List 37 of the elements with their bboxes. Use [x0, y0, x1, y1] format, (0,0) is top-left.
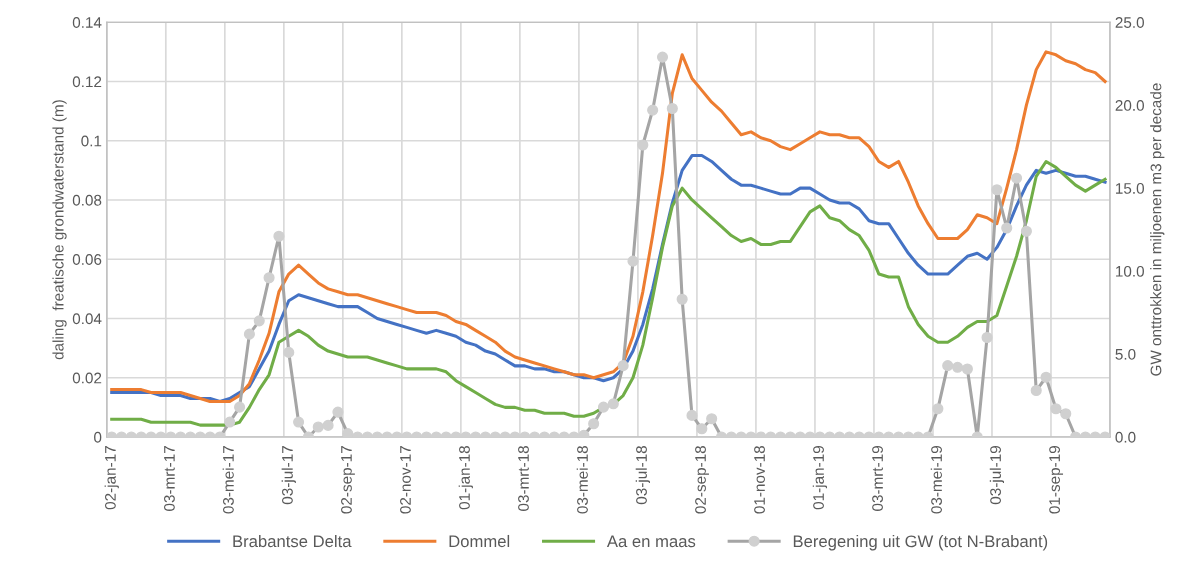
legend-label: Aa en maas	[606, 535, 696, 548]
x-tick-label: 03-mrt-19	[872, 446, 883, 511]
x-tick-label: 03-mei-17	[222, 446, 234, 514]
x-tick-label: 03-mei-18	[576, 445, 588, 514]
x-tick-label: 03-mei-19	[930, 446, 942, 514]
y2-axis-title: GW onttrokken in miljoenen m3 per decade	[1150, 83, 1165, 376]
x-tick-label: 03-jul-18	[635, 445, 650, 505]
x-tick-label: 03-mrt-18	[518, 445, 529, 511]
y-tick-label: 0.06	[72, 254, 102, 265]
x-tick-label: 01-sep-19	[1049, 446, 1064, 514]
x-tick-label: 03-jul-17	[281, 446, 296, 505]
y-axis-title: daling freatische grondwaterstand (m)	[52, 100, 67, 360]
y-tick-label: 0	[94, 431, 102, 443]
y-tick-label: 0.08	[72, 194, 102, 206]
y2-tick-label: 5.0	[1115, 348, 1136, 360]
x-tick-label: 02-nov-17	[400, 446, 411, 514]
x-tick-label: 02-sep-18	[695, 445, 709, 514]
y-tick-label: 0.04	[72, 313, 102, 325]
y2-tick-label: 10.0	[1116, 265, 1144, 277]
legend-label: Brabantse Delta	[233, 534, 352, 548]
x-tick-label: 01-jan-18	[458, 445, 473, 510]
x-tick-label: 01-nov-18	[754, 445, 765, 514]
legend-label: Dommel	[449, 534, 510, 548]
y-tick-label: 0.1	[81, 135, 102, 147]
x-tick-label: 01-jan-19	[812, 446, 827, 510]
y2-tick-label: 15.0	[1116, 183, 1144, 194]
y-tick-label: 0.12	[72, 76, 102, 88]
y-tick-label: 0.14	[72, 17, 102, 28]
x-tick-label: 03-mrt-17	[164, 446, 175, 511]
x-tick-label: 02-sep-17	[341, 446, 355, 514]
y-tick-label: 0.02	[72, 372, 102, 384]
y2-tick-label: 20.0	[1115, 100, 1144, 111]
y2-tick-label: 0.0	[1115, 431, 1136, 443]
y2-tick-label: 25.0	[1115, 17, 1144, 28]
x-tick-label: 02-jan-17	[104, 446, 119, 510]
legend-label: Beregening uit GW (tot N-Brabant)	[793, 534, 1048, 551]
x-tick-label: 03-jul-19	[989, 446, 1005, 505]
